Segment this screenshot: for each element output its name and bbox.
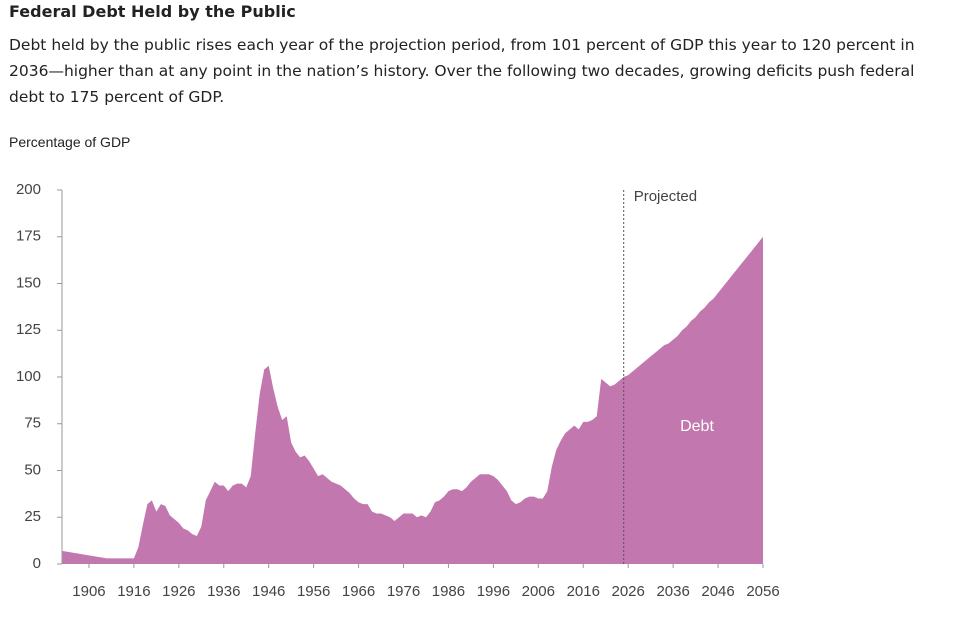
x-tick-label: 1956 [297,583,330,600]
x-tick-label: 1916 [117,583,150,600]
y-tick-label: 25 [24,508,41,525]
y-tick-label: 175 [16,228,41,245]
x-tick-label: 2016 [567,583,600,600]
x-tick-label: 1966 [342,583,375,600]
y-tick-label: 75 [24,415,41,432]
x-tick-label: 1996 [477,583,510,600]
x-tick-label: 1986 [432,583,465,600]
y-tick-label: 0 [33,555,41,572]
area [62,236,763,564]
y-tick-label: 100 [16,368,41,385]
chart-title: Federal Debt Held by the Public [9,2,296,21]
y-axis-label: Percentage of GDP [9,134,131,150]
x-tick-label: 1926 [162,583,195,600]
series-label: Debt [680,418,714,435]
x-tick-label: 2046 [701,583,734,600]
chart-subtitle: Debt held by the public rises each year … [9,36,915,106]
x-tick-label: 1976 [387,583,420,600]
x-tick-label: 1906 [72,583,105,600]
y-tick-label: 125 [16,321,41,338]
x-tick-label: 2006 [522,583,555,600]
y-tick-label: 200 [16,181,41,198]
y-tick-label: 50 [24,461,41,478]
x-tick-label: 2026 [612,583,645,600]
y-tick-label: 150 [16,274,41,291]
x-tick-label: 1946 [252,583,285,600]
x-tick-label: 2036 [656,583,689,600]
x-tick-label: 1936 [207,583,240,600]
x-tick-label: 2056 [746,583,779,600]
annotation: Projected [634,188,697,205]
